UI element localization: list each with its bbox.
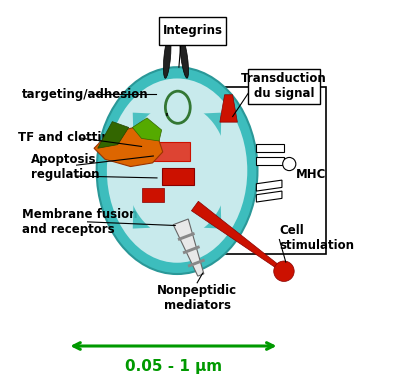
Circle shape xyxy=(274,261,294,282)
Ellipse shape xyxy=(97,67,258,274)
Bar xyxy=(159,17,226,44)
Text: Apoptosis
regulation: Apoptosis regulation xyxy=(31,153,99,181)
Text: Integrins: Integrins xyxy=(163,24,222,37)
Polygon shape xyxy=(133,171,177,229)
Polygon shape xyxy=(178,232,195,241)
Polygon shape xyxy=(183,245,200,254)
Polygon shape xyxy=(173,219,204,276)
Polygon shape xyxy=(220,95,237,122)
Polygon shape xyxy=(256,191,282,202)
Circle shape xyxy=(283,158,296,171)
Text: TF and clotting: TF and clotting xyxy=(18,132,118,144)
Polygon shape xyxy=(133,113,177,171)
Polygon shape xyxy=(98,121,129,148)
Ellipse shape xyxy=(164,36,171,78)
Bar xyxy=(256,157,284,165)
Text: 0.05 - 1 μm: 0.05 - 1 μm xyxy=(125,359,222,374)
Ellipse shape xyxy=(126,103,228,238)
Polygon shape xyxy=(256,180,282,191)
Bar xyxy=(248,69,320,103)
Text: Transduction
du signal: Transduction du signal xyxy=(241,72,327,100)
Bar xyxy=(162,168,193,185)
Polygon shape xyxy=(133,118,162,141)
Ellipse shape xyxy=(180,36,189,78)
Polygon shape xyxy=(191,201,285,273)
Bar xyxy=(216,87,326,255)
Polygon shape xyxy=(177,171,221,229)
Polygon shape xyxy=(187,259,205,268)
Polygon shape xyxy=(94,127,163,167)
Polygon shape xyxy=(177,113,221,171)
Ellipse shape xyxy=(106,77,248,264)
Text: MHC: MHC xyxy=(296,168,326,182)
Text: Membrane fusion
and receptors: Membrane fusion and receptors xyxy=(22,208,137,236)
Text: targeting/adhesion: targeting/adhesion xyxy=(22,88,148,101)
Text: ': ' xyxy=(164,112,168,125)
Text: Cell
stimulation: Cell stimulation xyxy=(279,224,354,252)
Bar xyxy=(148,143,190,161)
Text: Nonpeptidic
mediators: Nonpeptidic mediators xyxy=(157,284,237,312)
Bar xyxy=(256,144,284,152)
Bar xyxy=(142,188,164,202)
